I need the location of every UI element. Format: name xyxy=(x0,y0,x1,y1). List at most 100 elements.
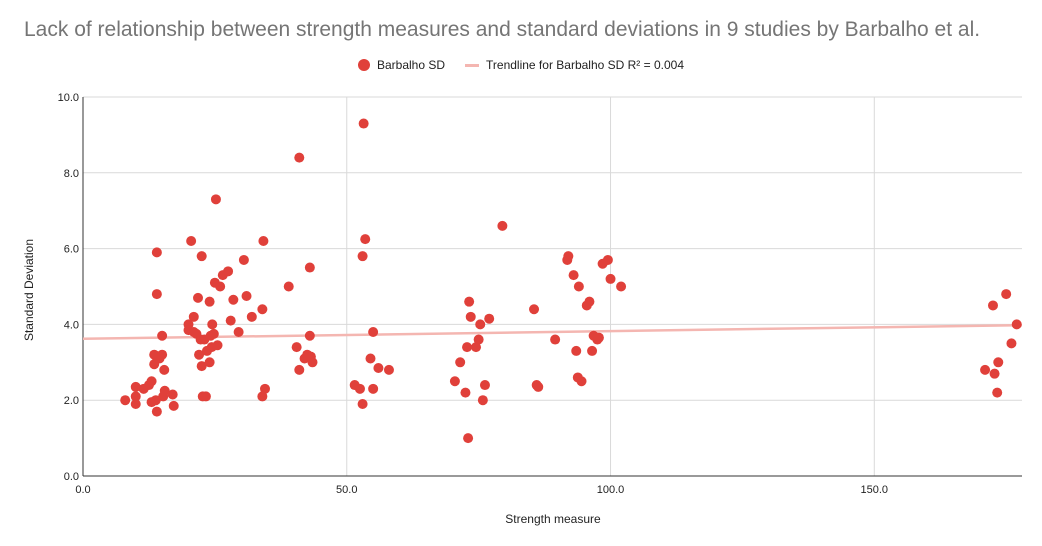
data-point[interactable] xyxy=(473,334,484,345)
data-point[interactable] xyxy=(157,330,168,341)
data-point[interactable] xyxy=(357,398,368,409)
data-point[interactable] xyxy=(357,251,368,262)
data-point[interactable] xyxy=(463,433,474,444)
data-point[interactable] xyxy=(1001,289,1012,300)
data-point[interactable] xyxy=(194,349,205,360)
data-point[interactable] xyxy=(188,311,199,322)
data-point[interactable] xyxy=(130,391,141,402)
data-point[interactable] xyxy=(358,118,369,129)
data-point[interactable] xyxy=(159,385,170,396)
data-point[interactable] xyxy=(215,281,226,292)
data-point[interactable] xyxy=(204,296,215,307)
data-point[interactable] xyxy=(587,345,598,356)
data-point[interactable] xyxy=(146,376,157,387)
data-point[interactable] xyxy=(294,364,305,375)
data-point[interactable] xyxy=(233,326,244,337)
data-point[interactable] xyxy=(571,345,582,356)
data-point[interactable] xyxy=(304,262,315,273)
data-point[interactable] xyxy=(204,357,215,368)
data-point[interactable] xyxy=(497,220,508,231)
data-point[interactable] xyxy=(241,290,252,301)
data-point[interactable] xyxy=(223,266,234,277)
data-point[interactable] xyxy=(130,381,141,392)
data-point[interactable] xyxy=(993,357,1004,368)
legend-item-trendline[interactable]: Trendline for Barbalho SD R² = 0.004 xyxy=(465,58,684,72)
data-point[interactable] xyxy=(208,328,219,339)
data-point[interactable] xyxy=(455,357,466,368)
data-point[interactable] xyxy=(168,400,179,411)
data-point[interactable] xyxy=(159,364,170,375)
data-point[interactable] xyxy=(368,383,379,394)
data-point[interactable] xyxy=(563,251,574,262)
data-point[interactable] xyxy=(291,342,302,353)
data-point[interactable] xyxy=(449,376,460,387)
data-point[interactable] xyxy=(568,270,579,281)
data-point[interactable] xyxy=(573,281,584,292)
data-point[interactable] xyxy=(989,368,1000,379)
data-point[interactable] xyxy=(228,294,239,305)
data-point[interactable] xyxy=(120,395,131,406)
data-point[interactable] xyxy=(130,398,141,409)
legend-item-scatter[interactable]: Barbalho SD xyxy=(357,58,445,72)
data-point[interactable] xyxy=(576,376,587,387)
data-point[interactable] xyxy=(157,349,168,360)
data-point[interactable] xyxy=(207,319,218,330)
data-point[interactable] xyxy=(186,236,197,247)
data-point[interactable] xyxy=(151,289,162,300)
data-point[interactable] xyxy=(196,361,207,372)
data-point[interactable] xyxy=(533,381,544,392)
data-point[interactable] xyxy=(246,311,257,322)
data-point[interactable] xyxy=(465,311,476,322)
data-point[interactable] xyxy=(462,342,473,353)
data-point[interactable] xyxy=(602,254,613,265)
data-point[interactable] xyxy=(529,304,540,315)
data-point[interactable] xyxy=(294,152,305,163)
data-point[interactable] xyxy=(225,315,236,326)
data-point[interactable] xyxy=(257,304,268,315)
data-point[interactable] xyxy=(354,383,365,394)
data-point[interactable] xyxy=(1011,319,1022,330)
data-point[interactable] xyxy=(365,353,376,364)
data-point[interactable] xyxy=(258,236,269,247)
data-point[interactable] xyxy=(257,391,268,402)
data-point[interactable] xyxy=(193,292,204,303)
data-point[interactable] xyxy=(460,387,471,398)
data-point[interactable] xyxy=(151,247,162,258)
data-point[interactable] xyxy=(238,254,249,265)
data-point[interactable] xyxy=(1006,338,1017,349)
data-point[interactable] xyxy=(992,387,1003,398)
data-point[interactable] xyxy=(259,383,270,394)
data-point[interactable] xyxy=(196,251,207,262)
x-tick-label: 150.0 xyxy=(861,484,889,496)
data-point[interactable] xyxy=(475,319,486,330)
data-point[interactable] xyxy=(477,395,488,406)
x-tick-label: 100.0 xyxy=(597,484,625,496)
data-point[interactable] xyxy=(605,273,616,284)
data-point[interactable] xyxy=(980,364,991,375)
data-point[interactable] xyxy=(283,281,294,292)
data-point[interactable] xyxy=(471,342,482,353)
data-point[interactable] xyxy=(151,406,162,417)
data-point[interactable] xyxy=(616,281,627,292)
data-point[interactable] xyxy=(987,300,998,311)
data-point[interactable] xyxy=(593,332,604,343)
data-point[interactable] xyxy=(307,357,318,368)
data-point[interactable] xyxy=(584,296,595,307)
data-point[interactable] xyxy=(304,330,315,341)
data-point[interactable] xyxy=(150,395,161,406)
data-point[interactable] xyxy=(210,194,221,205)
data-point[interactable] xyxy=(200,391,211,402)
data-point[interactable] xyxy=(167,389,178,400)
data-point[interactable] xyxy=(360,234,371,245)
legend: Barbalho SD Trendline for Barbalho SD R²… xyxy=(0,58,1042,72)
data-point[interactable] xyxy=(383,364,394,375)
grid-lines xyxy=(83,96,1022,476)
legend-label-trendline: Trendline for Barbalho SD R² = 0.004 xyxy=(486,58,685,72)
data-point[interactable] xyxy=(550,334,561,345)
data-point[interactable] xyxy=(479,380,490,391)
data-point[interactable] xyxy=(212,340,223,351)
data-point[interactable] xyxy=(484,313,495,324)
data-point[interactable] xyxy=(368,326,379,337)
data-point[interactable] xyxy=(373,362,384,373)
data-point[interactable] xyxy=(464,296,475,307)
